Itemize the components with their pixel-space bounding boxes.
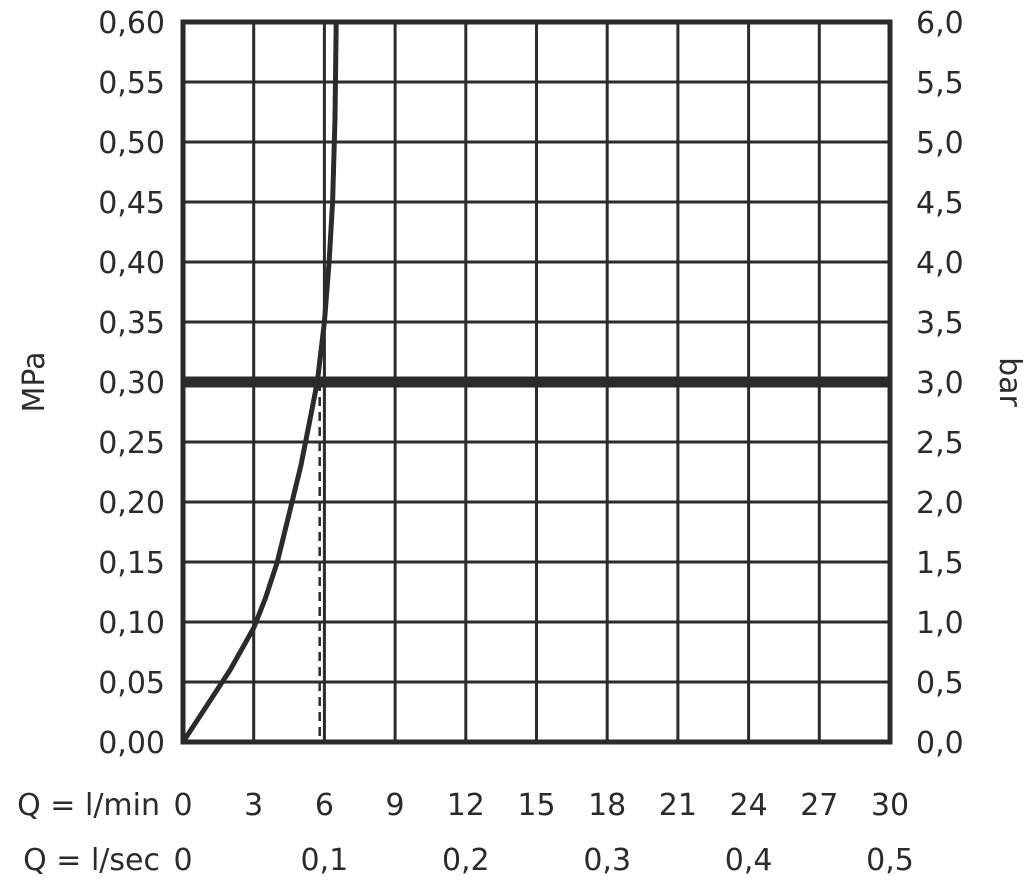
x-tick-label: 3 bbox=[244, 788, 263, 823]
y-tick-label: 0,60 bbox=[98, 6, 165, 41]
x-axis-label: Q = l/min bbox=[17, 788, 160, 823]
x-tick-label: 9 bbox=[386, 788, 405, 823]
x2-tick-label: 0 bbox=[173, 843, 192, 878]
x-tick-label: 27 bbox=[800, 788, 838, 823]
y2-tick-label: 0,0 bbox=[916, 726, 964, 761]
y2-tick-label: 3,5 bbox=[916, 306, 964, 341]
x2-tick-label: 0,1 bbox=[301, 843, 349, 878]
y2-axis-label: bar bbox=[992, 357, 1024, 407]
x2-tick-label: 0,5 bbox=[866, 843, 914, 878]
x-tick-label: 30 bbox=[871, 788, 909, 823]
y-tick-label: 0,10 bbox=[98, 606, 165, 641]
left-y-tick-labels: 0,00 0,05 0,10 0,15 0,20 0,25 0,30 0,35 0,40 0,45… bbox=[98, 6, 165, 761]
x-tick-labels: 0 3 6 9 12 15 18 21 24 27 30 bbox=[173, 788, 909, 823]
plot-frame bbox=[180, 19, 893, 745]
y2-tick-label: 1,0 bbox=[916, 606, 964, 641]
y-tick-label: 0,00 bbox=[98, 726, 165, 761]
y-tick-label: 0,15 bbox=[98, 546, 165, 581]
y2-tick-label: 0,5 bbox=[916, 666, 964, 701]
x-tick-label: 15 bbox=[517, 788, 555, 823]
y2-tick-label: 4,0 bbox=[916, 246, 964, 281]
flow-curve bbox=[180, 19, 339, 745]
x2-tick-label: 0,2 bbox=[442, 843, 490, 878]
x2-tick-labels: 0 0,1 0,2 0,3 0,4 0,5 bbox=[173, 843, 913, 878]
x-tick-label: 18 bbox=[588, 788, 626, 823]
y2-tick-label: 2,0 bbox=[916, 486, 964, 521]
y2-tick-label: 2,5 bbox=[916, 426, 964, 461]
y-tick-label: 0,35 bbox=[98, 306, 165, 341]
y-tick-label: 0,25 bbox=[98, 426, 165, 461]
y-tick-label: 0,55 bbox=[98, 66, 165, 101]
x-tick-label: 21 bbox=[659, 788, 697, 823]
series bbox=[180, 19, 339, 745]
x-tick-label: 0 bbox=[173, 788, 192, 823]
x-tick-label: 24 bbox=[730, 788, 768, 823]
y-tick-label: 0,30 bbox=[98, 366, 165, 401]
y-tick-label: 0,50 bbox=[98, 126, 165, 161]
y-tick-label: 0,40 bbox=[98, 246, 165, 281]
y2-tick-label: 4,5 bbox=[916, 186, 964, 221]
y-tick-label: 0,20 bbox=[98, 486, 165, 521]
reference-lines bbox=[183, 376, 890, 742]
x2-tick-label: 0,3 bbox=[583, 843, 631, 878]
y-tick-label: 0,45 bbox=[98, 186, 165, 221]
y-axis-label: MPa bbox=[17, 351, 52, 412]
y2-tick-label: 1,5 bbox=[916, 546, 964, 581]
x2-tick-label: 0,4 bbox=[725, 843, 773, 878]
x-tick-label: 12 bbox=[447, 788, 485, 823]
y2-tick-label: 3,0 bbox=[916, 366, 964, 401]
y2-tick-label: 5,0 bbox=[916, 126, 964, 161]
x-tick-label: 6 bbox=[315, 788, 334, 823]
y2-tick-label: 6,0 bbox=[916, 6, 964, 41]
y2-tick-label: 5,5 bbox=[916, 66, 964, 101]
right-y-tick-labels: 0,0 0,5 1,0 1,5 2,0 2,5 3,0 3,5 4,0 4,5 5,0 5,5 6,0 bbox=[916, 6, 964, 761]
x2-axis-label: Q = l/sec bbox=[23, 843, 160, 878]
y-tick-label: 0,05 bbox=[98, 666, 165, 701]
